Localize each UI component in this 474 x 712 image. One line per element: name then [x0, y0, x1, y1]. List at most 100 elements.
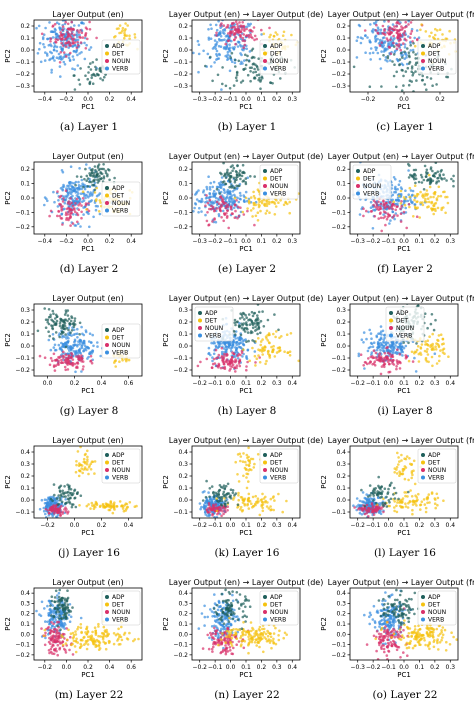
- point-noun: [196, 364, 200, 368]
- panel-3: Layer Output (en) → Layer Output (fr1−0.…: [320, 10, 474, 133]
- point-det: [273, 213, 277, 216]
- x-tick-label: 0.0: [226, 522, 236, 529]
- point-verb: [66, 335, 69, 338]
- point-adp: [205, 479, 208, 483]
- point-verb: [210, 341, 213, 345]
- point-noun: [207, 223, 211, 226]
- point-noun: [54, 41, 58, 44]
- point-det: [282, 30, 286, 34]
- point-verb: [87, 355, 90, 359]
- point-noun: [399, 207, 402, 210]
- point-verb: [391, 193, 395, 197]
- point-adp: [241, 323, 244, 327]
- point-adp: [102, 175, 106, 178]
- point-adp: [69, 319, 73, 323]
- legend-label: NOUN: [205, 325, 223, 332]
- point-adp: [222, 490, 226, 494]
- point-det: [408, 186, 412, 190]
- legend-marker-verb: [198, 333, 202, 338]
- point-verb: [51, 57, 55, 60]
- point-det: [236, 473, 239, 476]
- point-noun: [403, 37, 407, 41]
- point-det: [109, 502, 113, 505]
- x-tick-label: 0.2: [97, 522, 107, 529]
- x-tick-label: 0.3: [446, 238, 456, 245]
- point-noun: [238, 358, 242, 362]
- point-det: [105, 502, 109, 506]
- x-tick-label: −0.1: [223, 96, 238, 103]
- point-noun: [84, 33, 87, 36]
- point-det: [281, 510, 285, 514]
- point-verb: [79, 225, 82, 228]
- point-noun: [387, 205, 390, 208]
- point-verb: [74, 370, 77, 374]
- point-verb: [225, 45, 229, 48]
- point-adp: [108, 178, 111, 182]
- point-det: [268, 35, 271, 39]
- point-det: [252, 190, 255, 194]
- point-det: [411, 473, 414, 477]
- point-noun: [58, 356, 61, 360]
- point-verb: [405, 56, 408, 59]
- point-adp: [248, 66, 252, 70]
- legend-marker-adp: [198, 311, 202, 315]
- x-axis-label: PC1: [239, 529, 253, 537]
- point-noun: [231, 351, 234, 354]
- panel-caption: (b) Layer 1: [218, 121, 277, 133]
- legend-label: ADP: [112, 327, 125, 334]
- point-adp: [424, 175, 428, 178]
- point-det: [441, 337, 445, 341]
- point-noun: [207, 506, 210, 510]
- point-det: [418, 216, 422, 219]
- point-verb: [369, 206, 373, 209]
- point-verb: [369, 58, 373, 61]
- point-adp: [73, 496, 77, 500]
- point-det: [288, 211, 292, 215]
- point-verb: [219, 30, 222, 33]
- point-adp: [223, 172, 227, 176]
- point-det: [251, 457, 255, 461]
- point-verb: [382, 44, 386, 47]
- point-noun: [363, 361, 367, 364]
- point-verb: [217, 57, 221, 60]
- point-adp: [279, 77, 282, 80]
- point-adp: [239, 177, 242, 181]
- point-adp: [53, 493, 56, 497]
- point-verb: [61, 342, 65, 346]
- point-det: [133, 36, 137, 39]
- point-verb: [78, 167, 81, 170]
- point-noun: [245, 34, 249, 37]
- point-adp: [217, 493, 221, 497]
- point-noun: [71, 39, 75, 43]
- point-adp: [235, 176, 238, 179]
- point-noun: [48, 508, 52, 512]
- point-noun: [239, 206, 242, 209]
- point-verb: [69, 346, 73, 349]
- point-verb: [81, 332, 84, 336]
- point-adp: [429, 77, 433, 80]
- point-det: [297, 359, 300, 363]
- point-det: [255, 357, 259, 361]
- panel-7: Layer Output (en)0.0 0.2 0.4 0.60.30.20.10.…: [4, 294, 143, 417]
- point-noun: [222, 506, 226, 509]
- point-noun: [383, 29, 386, 32]
- point-noun: [375, 203, 379, 206]
- legend-label: ADP: [428, 43, 441, 50]
- y-tick-label: −0.3: [331, 83, 346, 90]
- point-verb: [88, 48, 91, 51]
- point-noun: [403, 33, 406, 37]
- point-verb: [232, 201, 235, 204]
- point-adp: [257, 323, 260, 327]
- point-det: [395, 465, 399, 469]
- point-verb: [357, 352, 361, 356]
- point-det: [428, 335, 431, 339]
- point-verb: [59, 55, 63, 58]
- point-adp: [73, 88, 77, 91]
- point-det: [413, 205, 417, 208]
- point-det: [77, 469, 81, 472]
- point-verb: [366, 349, 370, 353]
- point-verb: [380, 343, 383, 347]
- point-adp: [235, 71, 239, 75]
- point-noun: [372, 513, 376, 516]
- point-verb: [359, 36, 363, 39]
